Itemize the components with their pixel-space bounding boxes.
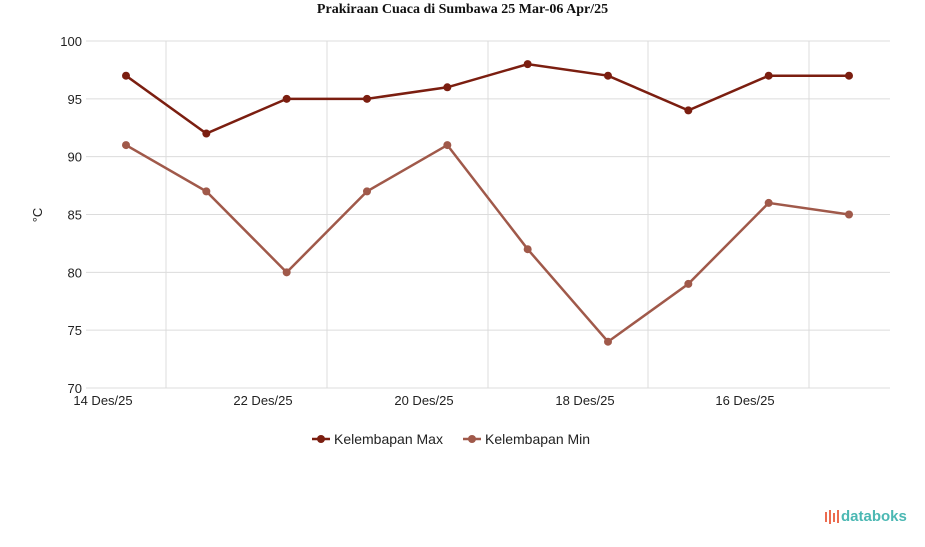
data-point bbox=[845, 210, 853, 219]
data-point bbox=[523, 245, 532, 254]
data-point bbox=[122, 141, 130, 150]
x-tick-label: 20 Des/25 bbox=[394, 393, 453, 408]
y-tick-label: 85 bbox=[68, 208, 82, 223]
data-point bbox=[122, 71, 130, 80]
data-point bbox=[523, 60, 532, 69]
y-tick-label: 95 bbox=[68, 92, 82, 107]
legend-label: Kelembapan Min bbox=[485, 431, 590, 447]
logo-icon bbox=[825, 509, 839, 524]
x-tick-label: 22 Des/25 bbox=[233, 393, 292, 408]
chart-title: Prakiraan Cuaca di Sumbawa 25 Mar-06 Apr… bbox=[316, 2, 609, 17]
data-point bbox=[363, 94, 371, 103]
data-point bbox=[443, 141, 452, 150]
data-point bbox=[604, 71, 612, 80]
data-point bbox=[684, 279, 693, 288]
legend-marker bbox=[468, 435, 476, 443]
series-line-0 bbox=[125, 62, 849, 135]
x-tick-label: 14 Des/25 bbox=[73, 393, 132, 408]
legend-label: Kelembapan Max bbox=[334, 431, 443, 447]
data-point bbox=[604, 337, 612, 346]
series-line-1 bbox=[125, 143, 850, 344]
x-tick-label: 16 Des/25 bbox=[715, 393, 774, 408]
data-point bbox=[443, 83, 452, 92]
data-point bbox=[764, 71, 773, 80]
data-point bbox=[684, 106, 693, 115]
logo-text: databoks bbox=[841, 508, 907, 525]
y-tick-label: 70 bbox=[68, 381, 82, 396]
y-tick-label: 80 bbox=[68, 265, 82, 280]
y-tick-label: 75 bbox=[68, 323, 82, 338]
data-point bbox=[845, 71, 853, 80]
data-point bbox=[764, 198, 773, 207]
data-point bbox=[282, 268, 291, 277]
data-point bbox=[202, 129, 211, 138]
y-tick-label: 90 bbox=[68, 150, 82, 165]
data-point bbox=[202, 187, 211, 196]
x-tick-label: 18 Des/25 bbox=[555, 393, 614, 408]
y-tick-label: 100 bbox=[60, 34, 82, 49]
data-point bbox=[282, 94, 291, 103]
databoks-logo: databoks bbox=[825, 508, 907, 525]
legend-marker bbox=[317, 435, 325, 443]
data-point bbox=[363, 187, 371, 196]
y-axis-label: °C bbox=[30, 208, 45, 223]
